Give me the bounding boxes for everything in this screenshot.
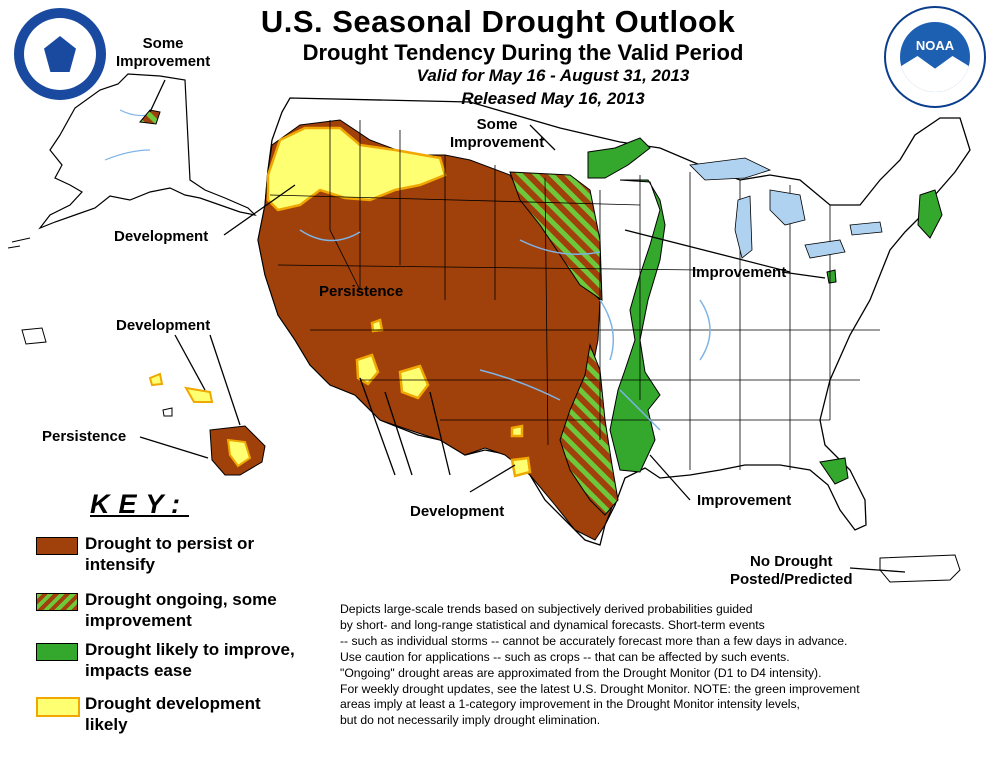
swatch-persist <box>36 537 78 555</box>
label-hawaii-persistence: Persistence <box>42 428 127 445</box>
label-puerto-rico: No Drought Posted/Predicted <box>730 553 853 588</box>
label-west-development: Development <box>114 228 209 245</box>
puerto-rico <box>879 554 961 583</box>
state-borders <box>269 120 880 470</box>
label-development-south: Development <box>410 503 505 520</box>
noaa-logo: NOAA <box>884 6 986 108</box>
alaska-outline <box>38 73 257 230</box>
swatch-some-improvement <box>36 593 78 611</box>
key-label: Drought likely to improve, impacts ease <box>85 640 295 680</box>
label-north-some-improvement: Some Improvement <box>450 116 545 151</box>
swatch-improve <box>36 643 78 661</box>
label-hawaii-development: Development <box>116 317 211 334</box>
key-title: KEY: <box>90 489 190 519</box>
leader-lines <box>139 79 906 573</box>
label-improvement-south: Improvement <box>697 492 792 509</box>
label-persistence-west: Persistence <box>319 283 404 300</box>
label-alaska-some-improvement: Some Improvement <box>116 35 211 70</box>
disclaimer-notes: Depicts large-scale trends based on subj… <box>340 602 860 728</box>
valid-period: Valid for May 16 - August 31, 2013 <box>416 66 690 85</box>
release-date: Released May 16, 2013 <box>461 89 645 108</box>
some-improvement-areas <box>509 171 619 516</box>
development-areas <box>266 126 532 478</box>
label-improvement-midwest: Improvement <box>692 264 787 281</box>
island-outline <box>21 327 47 345</box>
hawaii <box>148 372 266 476</box>
island-outline <box>7 237 31 249</box>
improvement-areas <box>587 137 943 485</box>
commerce-seal <box>14 8 106 100</box>
noaa-wordmark: NOAA <box>915 38 955 53</box>
page-subtitle: Drought Tendency During the Valid Period <box>302 40 744 65</box>
rivers <box>299 229 711 431</box>
great-lakes <box>689 157 883 259</box>
key-label: Drought development likely <box>85 694 261 734</box>
key-label: Drought to persist or intensify <box>85 534 255 574</box>
key-label: Drought ongoing, some improvement <box>85 590 277 630</box>
page-title: U.S. Seasonal Drought Outlook <box>260 4 736 39</box>
swatch-development <box>36 697 80 717</box>
